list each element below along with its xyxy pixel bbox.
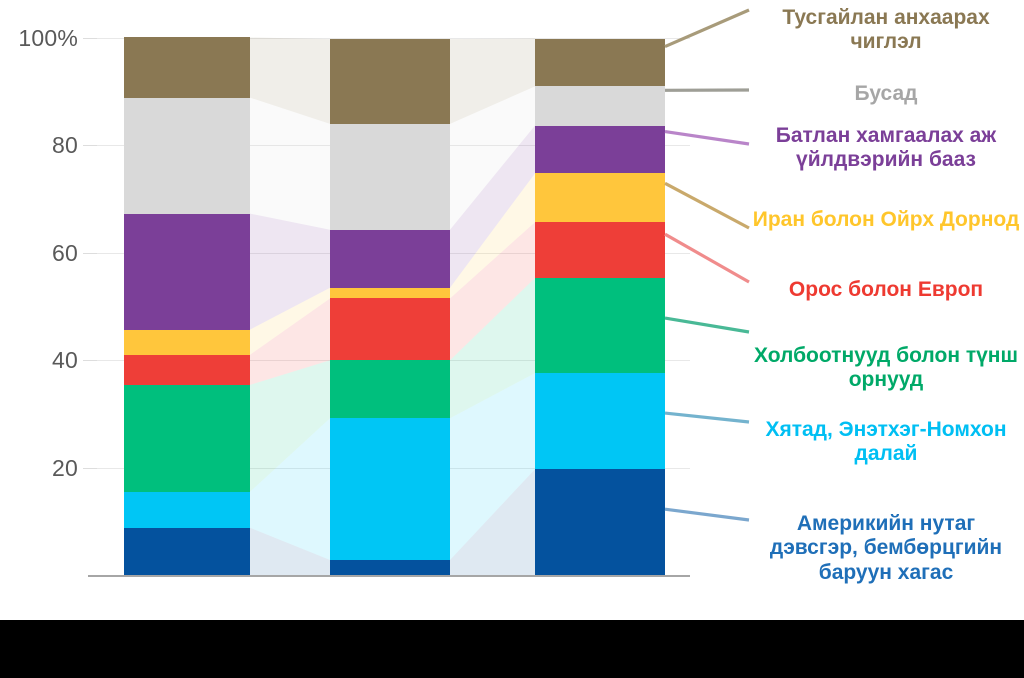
legend-item-label: Орос болон Европ [788, 278, 984, 301]
bars-group [124, 37, 665, 575]
ribbon-band [450, 278, 535, 419]
legend-item-label: Холбоотнууд болон түнш орнууд [753, 344, 1018, 392]
leader-line [664, 8, 750, 49]
bar-segment[interactable] [535, 86, 665, 126]
bar-segment[interactable] [124, 384, 250, 492]
bar-segment[interactable] [330, 287, 450, 299]
leader-line [664, 411, 750, 424]
ribbon-band [250, 527, 330, 575]
ribbon-band [450, 86, 535, 230]
ribbon-band [250, 298, 330, 385]
bar-segment[interactable] [124, 213, 250, 330]
bar-segment[interactable] [330, 229, 450, 288]
y-axis-tick-label: 100% [18, 25, 78, 51]
bar-segment[interactable] [535, 278, 665, 374]
y-axis-tick-mark [83, 360, 97, 362]
bar-segment[interactable] [535, 38, 665, 87]
bar-segment[interactable] [330, 298, 450, 361]
bar-segment[interactable] [535, 373, 665, 470]
legend-item[interactable]: Бусад [752, 82, 1020, 106]
bar-segment[interactable] [124, 491, 250, 528]
legend-item-label: Тусгайлан анхаарах чиглэл [782, 6, 990, 54]
ribbon-band [250, 213, 330, 330]
ribbon-band [250, 360, 330, 492]
legend-item[interactable]: Хятад, Энэтхэг-Номхон далай [752, 418, 1020, 467]
ribbon-band [450, 173, 535, 299]
ribbon-band [250, 97, 330, 230]
bar-segment[interactable] [124, 329, 250, 355]
ribbon-band [450, 469, 535, 575]
y-axis-tick-label: 40 [52, 347, 78, 374]
legend-item[interactable]: Орос болон Европ [752, 278, 1020, 302]
x-axis-baseline [88, 575, 690, 577]
bar-segment[interactable] [330, 39, 450, 124]
bar-segment[interactable] [124, 527, 250, 575]
leader-line [664, 232, 750, 284]
leader-line [664, 507, 750, 522]
bar-segment[interactable] [330, 123, 450, 230]
legend-item[interactable]: Холбоотнууд болон түнш орнууд [752, 344, 1020, 393]
legend-item-label: Бусад [854, 82, 918, 105]
y-axis-tick-label: 60 [52, 239, 78, 266]
y-axis-tick-mark [83, 145, 97, 147]
legend-item-label: Иран болон Ойрх Дорнод [752, 208, 1020, 231]
chart-legend: Тусгайлан анхаарах чиглэл Бусад Батлан хам… [748, 0, 1024, 620]
bar-segment[interactable] [535, 173, 665, 223]
bar-segment[interactable] [535, 469, 665, 575]
bar-segment[interactable] [535, 222, 665, 279]
legend-item[interactable]: Батлан хамгаалах аж үйлдвэрийн бааз [752, 124, 1020, 173]
bar-segment[interactable] [124, 37, 250, 98]
bar-segment[interactable] [535, 125, 665, 174]
ribbon-band [450, 222, 535, 361]
legend-leader-lines [664, 8, 750, 522]
bar-stack [124, 37, 250, 575]
ribbon-band [450, 38, 535, 124]
leader-line [664, 316, 750, 334]
legend-item[interactable]: Тусгайлан анхаарах чиглэл [752, 6, 1020, 55]
bar-segment[interactable] [330, 559, 450, 575]
legend-item-label: Хятад, Энэтхэг-Номхон далай [765, 418, 1007, 466]
ribbon-band [250, 287, 330, 355]
ribbon-band [250, 418, 330, 560]
ribbon-band [450, 125, 535, 288]
y-axis-tick-mark [83, 252, 97, 254]
y-axis-tick-label: 80 [52, 132, 78, 159]
bar-segment[interactable] [124, 97, 250, 214]
leader-line [664, 129, 750, 146]
legend-item-label: Батлан хамгаалах аж үйлдвэрийн бааз [775, 124, 997, 172]
bar-segment[interactable] [330, 360, 450, 419]
bar-segment[interactable] [330, 418, 450, 560]
legend-item[interactable]: Америкийн нутаг дэвсгэр, бембөрцгийн бар… [752, 512, 1020, 585]
legend-panel [740, 0, 1024, 620]
ribbon-band [450, 373, 535, 560]
legend-item-label: Америкийн нутаг дэвсгэр, бембөрцгийн бар… [769, 512, 1003, 584]
leader-line [664, 181, 750, 230]
y-axis-tick-mark [83, 467, 97, 469]
bar-segment[interactable] [124, 354, 250, 385]
gridline [90, 38, 690, 39]
legend-item[interactable]: Иран болон Ойрх Дорнод [752, 208, 1020, 232]
ribbon-band [250, 37, 330, 124]
bar-stack [330, 38, 450, 575]
y-axis-tick-label: 20 [52, 454, 78, 481]
bar-stack [535, 38, 665, 575]
y-axis-tick-mark [83, 38, 97, 39]
connector-ribbons [250, 37, 535, 575]
